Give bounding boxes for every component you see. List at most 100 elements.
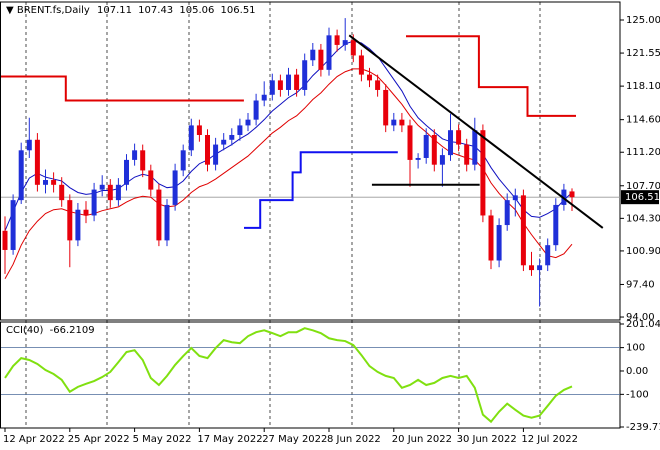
y-tick-label: 94.00 — [626, 312, 655, 323]
price-tag — [621, 190, 659, 205]
y-tick-label: 125.00 — [626, 15, 660, 26]
indicator-line — [4, 40, 573, 231]
candle-body — [51, 180, 57, 185]
candle-body — [342, 40, 348, 45]
candle-body — [196, 125, 202, 135]
cci-current: -66.2109 — [50, 325, 95, 336]
candle-body — [294, 74, 300, 90]
candle-body — [545, 245, 551, 266]
x-tick-label: 20 Jun 2022 — [392, 434, 452, 445]
candle-body — [132, 150, 138, 160]
cci-frame — [0, 321, 621, 429]
y-tick-label: 100.90 — [626, 246, 660, 257]
candle-body — [529, 265, 534, 271]
candle-body — [399, 119, 405, 126]
candle-body — [569, 191, 575, 198]
y-tick-label: 121.55 — [626, 48, 660, 59]
candle-body — [75, 209, 81, 241]
candle-body — [156, 189, 162, 241]
candle-body — [407, 125, 413, 160]
indicator-line — [1, 35, 576, 117]
candle-body — [26, 139, 32, 151]
candle-body — [164, 204, 170, 241]
title: BRENT.fs,Daily — [17, 5, 90, 16]
candle-body — [277, 80, 283, 90]
x-tick-label: 30 Jun 2022 — [457, 434, 517, 445]
candle-body — [229, 134, 235, 140]
candle-body — [43, 180, 48, 185]
header-close: 106.51 — [221, 5, 256, 16]
candle-body — [67, 200, 73, 241]
candle-body — [91, 189, 97, 216]
cci-tick-label: 0.00 — [626, 366, 648, 377]
candle-body — [205, 134, 210, 165]
cci-label: CCI(40) — [6, 325, 44, 336]
candle-body — [464, 144, 470, 165]
x-tick-label: 5 May 2022 — [133, 434, 192, 445]
candle-body — [18, 150, 24, 201]
candle-body — [245, 119, 251, 126]
candle-body — [180, 150, 186, 171]
candle-body — [148, 170, 154, 190]
candle-body — [10, 200, 16, 250]
candle-body — [456, 130, 462, 145]
candle-body — [107, 184, 113, 201]
candle-body — [480, 130, 486, 216]
y-tick-label: 97.40 — [626, 279, 655, 290]
cci-tick-label: 201.04 — [626, 319, 660, 330]
candle-body — [221, 139, 227, 145]
cci-tick-label: -100 — [626, 389, 649, 400]
candle-body — [318, 49, 324, 70]
candle-body — [2, 230, 8, 250]
candle-body — [448, 130, 453, 156]
candle-body — [367, 74, 372, 81]
header-low: 105.06 — [179, 5, 214, 16]
candle-body — [213, 144, 219, 165]
candle-body — [310, 49, 316, 61]
x-tick-label: 17 May 2022 — [197, 434, 262, 445]
candle-body — [326, 35, 332, 70]
candle-body — [115, 184, 121, 201]
trendline — [348, 34, 604, 229]
candle-body — [261, 94, 267, 101]
candle-body — [431, 134, 437, 165]
header: ▼ BRENT.fs,Daily 107.11 107.43 105.06 10… — [6, 5, 256, 16]
candle-body — [188, 125, 194, 151]
candle-body — [472, 130, 478, 165]
candle-body — [99, 184, 105, 190]
candle-body — [237, 125, 243, 135]
candle-body — [553, 204, 559, 246]
x-tick-label: 12 Jul 2022 — [521, 434, 578, 445]
candle-body — [269, 80, 275, 95]
y-tick-label: 118.10 — [626, 81, 660, 92]
y-tick-label: 114.60 — [626, 115, 660, 126]
x-tick-label: 27 May 2022 — [262, 434, 327, 445]
x-tick-label: 25 Apr 2022 — [68, 434, 130, 445]
x-tick-label: 12 Apr 2022 — [3, 434, 65, 445]
vertical-grid — [25, 2, 541, 428]
header-open: 107.11 — [97, 5, 132, 16]
header-high: 107.43 — [138, 5, 173, 16]
candle-body — [59, 184, 65, 201]
candle-body — [83, 209, 89, 216]
candle-body — [537, 265, 543, 271]
candle-body — [140, 150, 146, 171]
candle-body — [383, 89, 389, 126]
price-tag-label: 106.51 — [625, 192, 660, 203]
candle-body — [253, 100, 259, 120]
x-tick-label: 8 Jun 2022 — [327, 434, 381, 445]
candle-body — [334, 35, 340, 45]
y-tick-label: 111.20 — [626, 147, 660, 158]
candle-body — [172, 170, 178, 205]
candle-body — [520, 195, 526, 266]
candle-body — [439, 155, 445, 165]
candle-body — [358, 55, 364, 75]
cci-tick-label: -239.713 — [626, 422, 660, 433]
candle-body — [34, 139, 40, 185]
candle-body — [391, 119, 397, 126]
candle-body — [375, 80, 381, 90]
main-frame — [0, 1, 621, 321]
candle-body — [286, 74, 291, 90]
